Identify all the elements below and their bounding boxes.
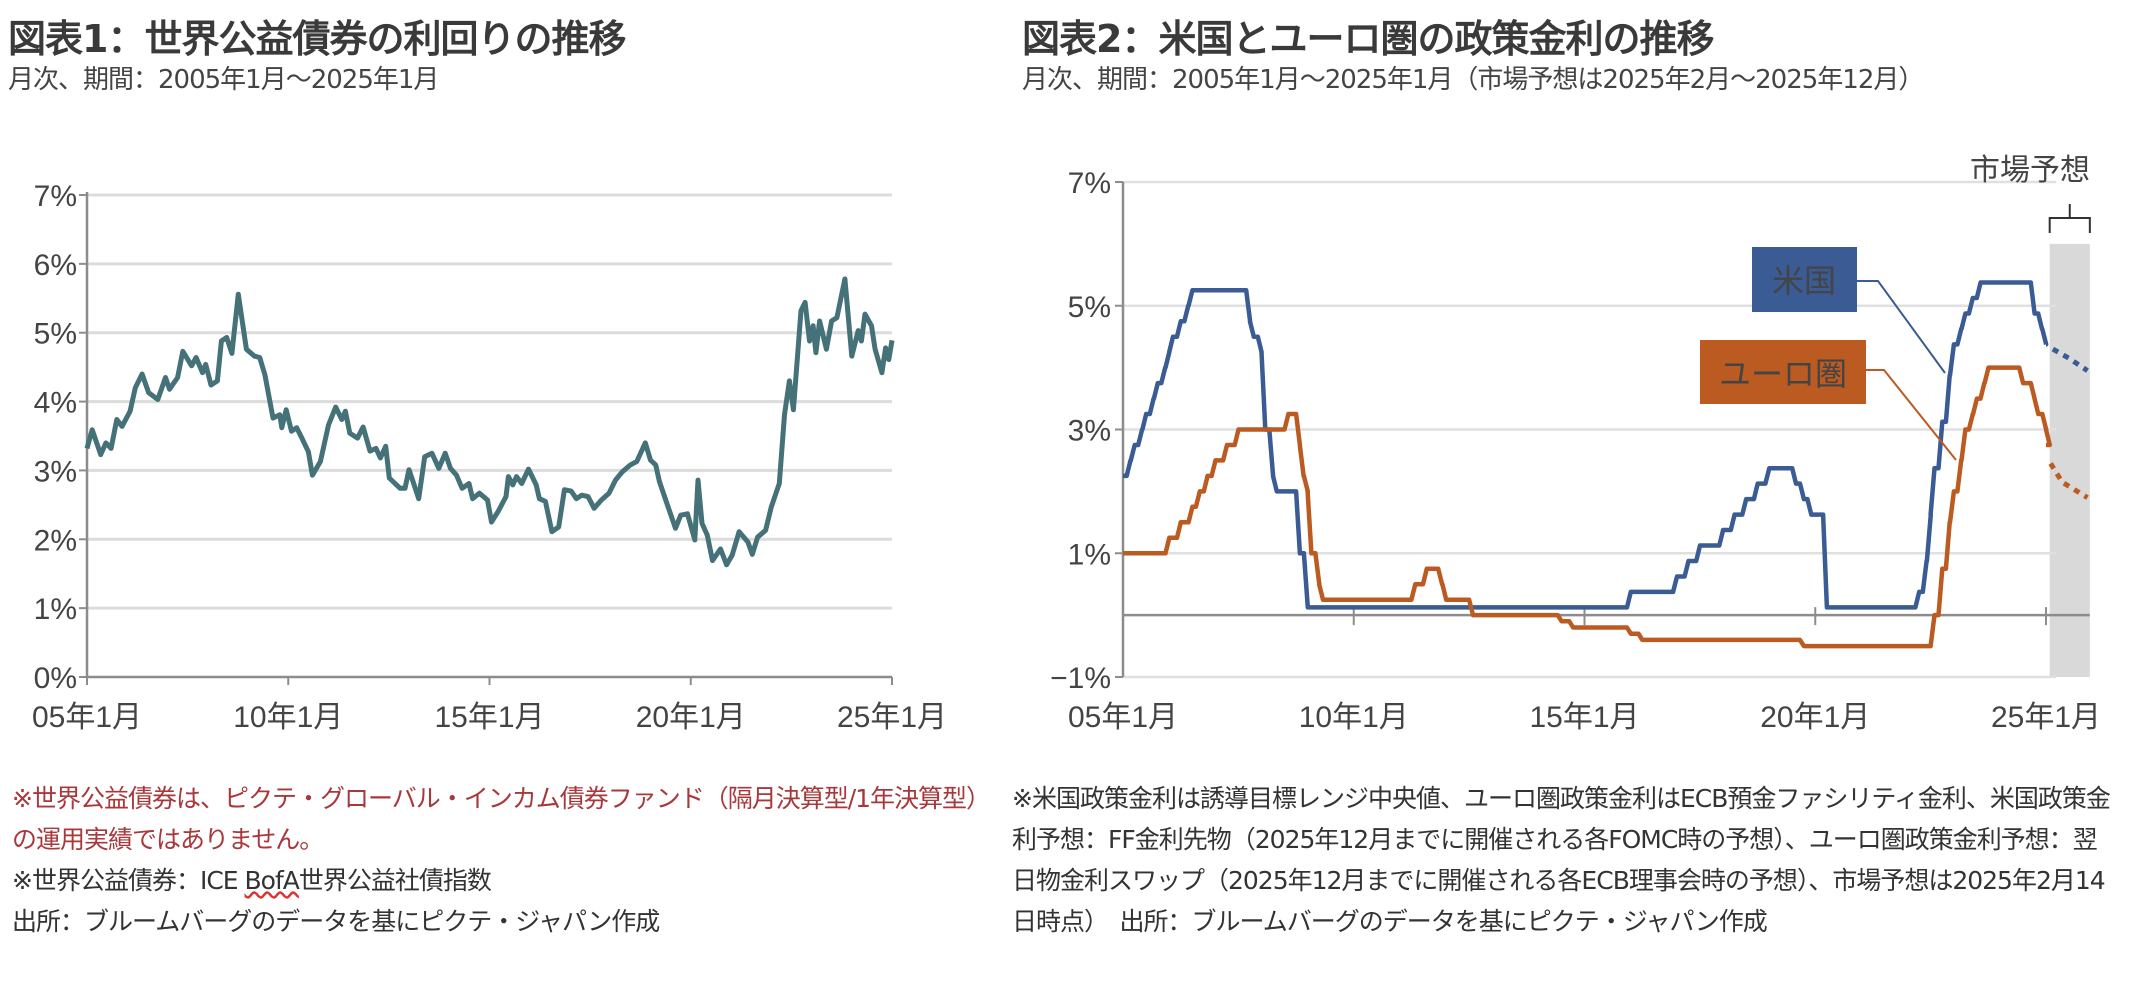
disclaimer-note: ※世界公益債券は、ピクテ・グローバル・インカム債券ファンド（隔月決算型/1年決算… [12,784,991,854]
index-note-suffix: 世界公益社債指数 [298,866,492,895]
x-tick-label: 10年1月 [1299,701,1409,734]
chart2-notes: ※米国政策金利は誘導目標レンジ中央値、ユーロ圏政策金利はECB預金ファシリティ金… [1012,784,2111,936]
index-note: ※世界公益債券：ICE BofA世界公益社債指数 [12,860,992,901]
x-tick-label: 05年1月 [32,701,142,734]
index-note-prefix: ※世界公益債券：ICE [12,866,245,895]
x-tick-label: 25年1月 [1991,701,2101,734]
forecast-band [2049,243,2090,677]
forecast-label: 市場予想 [1970,154,2090,187]
y-tick-label: 4% [34,387,77,420]
y-tick-label: 7% [1068,167,1111,200]
index-note-bofa: BofA [244,866,300,895]
y-tick-label: −1% [1050,662,1111,695]
forecast-line-euro [2048,462,2089,500]
x-tick-label: 20年1月 [1760,701,1870,734]
yield-line [84,276,895,568]
policy-rate-line-us [1123,280,2049,610]
leader-line-euro [1866,369,1957,461]
y-tick-label: 3% [34,455,77,488]
chart1-title: 図表1：世界公益債券の利回りの推移 [8,17,626,61]
y-tick-label: 5% [1068,291,1111,324]
source-note: 出所：ブルームバーグのデータを基にピクテ・ジャパン作成 [12,907,660,936]
x-tick-label: 25年1月 [837,701,947,734]
policy-rate-line-euro [1123,365,2053,649]
y-tick-label: 7% [34,180,77,213]
y-tick-label: 6% [34,249,77,282]
y-tick-label: 5% [34,318,77,351]
chart1-notes: ※世界公益債券は、ピクテ・グローバル・インカム債券ファンド（隔月決算型/1年決算… [12,778,992,942]
y-tick-label: 1% [1068,538,1111,571]
legend-box-euro [1700,340,1866,404]
x-tick-label: 15年1月 [434,701,544,734]
chart2-subtitle: 月次、期間：2005年1月～2025年1月（市場予想は2025年2月～2025年… [1022,65,1924,95]
chart2-title: 図表2：米国とユーロ圏の政策金利の推移 [1022,17,1714,61]
y-tick-label: 3% [1068,415,1111,448]
legend-label-euro: ユーロ圏 [1719,356,1847,392]
x-tick-label: 10年1月 [233,701,343,734]
legend-label-us: 米国 [1772,263,1836,299]
legend-box-us [1752,247,1857,312]
y-tick-label: 0% [34,662,77,695]
x-tick-label: 20年1月 [636,701,746,734]
chart1-subtitle: 月次、期間：2005年1月～2025年1月 [8,65,439,95]
x-tick-label: 15年1月 [1529,701,1639,734]
x-tick-label: 05年1月 [1068,701,1178,734]
y-tick-label: 1% [34,593,77,626]
y-tick-label: 2% [34,524,77,557]
leader-line-us [1857,280,1946,374]
forecast-bracket [2048,204,2091,233]
